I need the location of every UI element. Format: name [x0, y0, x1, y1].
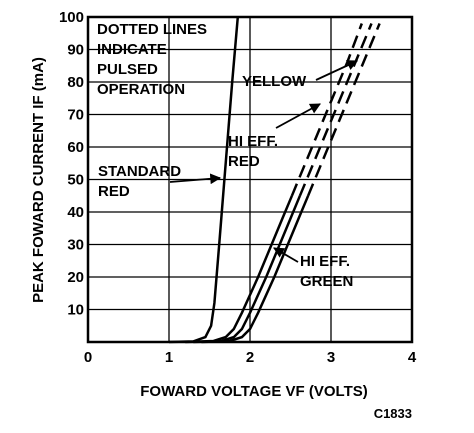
leader-arrow-standard-red	[169, 173, 222, 185]
y-tick-label: 20	[67, 269, 84, 286]
curve-hi-eff-red-pulsed	[298, 23, 373, 197]
y-tick-label: 100	[59, 9, 84, 26]
y-tick-label: 90	[67, 42, 84, 59]
curve-hi-eff-green-pulsed	[306, 23, 381, 197]
leader-arrow-hi-eff-green	[273, 247, 299, 263]
grid	[88, 17, 412, 342]
x-axis-title: FOWARD VOLTAGE VF (VOLTS)	[140, 383, 367, 400]
x-tick-label: 0	[84, 349, 92, 366]
y-tick-label: 30	[67, 237, 84, 254]
y-tick-label: 70	[67, 107, 84, 124]
note-line-3: PULSED	[97, 61, 158, 78]
label-yellow: YELLOW	[242, 73, 307, 90]
label-hi-eff-red: HI EFF. RED	[228, 133, 278, 170]
leader-arrow-hi-eff-red	[275, 103, 321, 129]
curve-yellow-continuous	[185, 195, 294, 344]
x-tick-label: 3	[327, 349, 335, 366]
curve-yellow-pulsed	[290, 23, 363, 197]
note-line-4: OPERATION	[97, 81, 185, 98]
y-tick-label: 40	[67, 204, 84, 221]
curve-hi-eff-green-continuous	[201, 195, 310, 344]
y-tick-label: 10	[67, 302, 84, 319]
leader-arrow-yellow	[315, 60, 358, 81]
x-tick-label: 4	[408, 349, 417, 366]
y-axis-title: PEAK FOWARD CURRENT IF (mA)	[30, 57, 47, 303]
tick-labels: 0 1 2 3 4 10 20 30 40 50 60 70 80 90 100	[59, 9, 417, 366]
curve-standard-red	[168, 16, 240, 344]
label-standard-red: STANDARD RED	[98, 163, 181, 200]
label-hi-eff-green: HI EFF. GREEN	[300, 253, 353, 290]
plot-frame	[86, 15, 414, 344]
y-tick-label: 50	[67, 172, 84, 189]
curve-labels: STANDARD RED YELLOW HI EFF. RED HI EFF. GREEN	[98, 60, 358, 290]
curves	[168, 16, 381, 344]
x-tick-label: 1	[165, 349, 173, 366]
y-tick-label: 60	[67, 139, 84, 156]
note-line-2: INDICATE	[97, 41, 167, 58]
y-tick-label: 80	[67, 74, 84, 91]
figure-code: C1833	[374, 406, 412, 421]
x-tick-label: 2	[246, 349, 254, 366]
note-line-1: DOTTED LINES	[97, 21, 207, 38]
